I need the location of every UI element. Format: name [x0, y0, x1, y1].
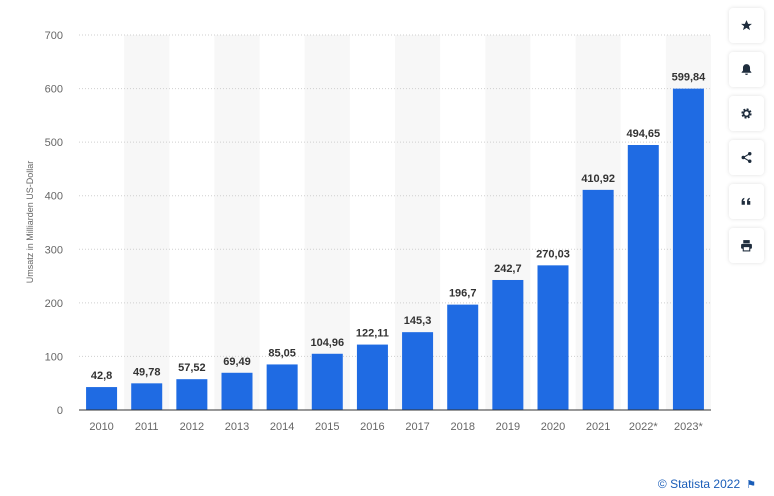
- data-label: 104,96: [310, 337, 344, 349]
- x-tick-label: 2021: [586, 421, 610, 433]
- bar[interactable]: [492, 279, 524, 410]
- data-label: 599,84: [672, 72, 707, 84]
- x-tick-label: 2011: [135, 421, 159, 433]
- x-tick-label: 2019: [496, 421, 520, 433]
- y-tick-label: 500: [45, 137, 63, 149]
- bars: [86, 88, 704, 411]
- gridlines: [79, 34, 711, 357]
- y-tick-label: 600: [45, 84, 63, 96]
- y-tick-label: 400: [45, 191, 63, 203]
- bar[interactable]: [627, 145, 659, 411]
- bar-chart: 0 100 200 300 400 500 600 700 42,8 49,78 57,52 69,…: [25, 30, 711, 433]
- data-label: 49,78: [133, 366, 161, 378]
- x-tick-label: 2013: [225, 421, 249, 433]
- x-tick-label: 2020: [541, 421, 565, 433]
- bar[interactable]: [672, 88, 704, 411]
- x-tick-label: 2018: [450, 421, 474, 433]
- settings-button[interactable]: [729, 96, 764, 131]
- x-tick-label: 2012: [180, 421, 204, 433]
- chart-toolbar: [729, 8, 765, 272]
- gear-icon: [741, 108, 752, 119]
- y-axis-ticks: 0 100 200 300 400 500 600 700: [45, 30, 63, 417]
- notification-button[interactable]: [729, 52, 764, 87]
- x-tick-label: 2015: [315, 421, 339, 433]
- share-button[interactable]: [729, 140, 764, 175]
- y-tick-label: 200: [45, 298, 63, 310]
- statista-credit[interactable]: © Statista 2022 ⚑: [658, 477, 756, 491]
- x-tick-label: 2023*: [674, 421, 703, 433]
- background-band: [124, 35, 170, 410]
- data-label: 57,52: [178, 362, 206, 374]
- data-label: 410,92: [581, 173, 615, 185]
- x-axis-ticks: 2010 2011 2012 2013 2014 2015 2016 2017 2018 2019…: [89, 421, 703, 433]
- x-tick-label: 2014: [270, 421, 294, 433]
- data-label: 270,03: [536, 248, 570, 260]
- y-tick-label: 700: [45, 30, 63, 42]
- y-tick-label: 100: [45, 351, 63, 363]
- y-tick-label: 0: [57, 405, 63, 417]
- x-tick-label: 2022*: [629, 421, 658, 433]
- data-label: 242,7: [494, 263, 522, 275]
- bar[interactable]: [537, 265, 569, 410]
- print-icon: [741, 240, 752, 252]
- background-band: [214, 35, 260, 410]
- x-tick-label: 2016: [360, 421, 384, 433]
- bar[interactable]: [402, 332, 434, 410]
- bar[interactable]: [221, 372, 253, 410]
- print-button[interactable]: [729, 228, 764, 263]
- x-tick-label: 2010: [89, 421, 113, 433]
- bar[interactable]: [311, 353, 343, 410]
- bar[interactable]: [131, 383, 163, 410]
- bell-icon: [741, 64, 752, 75]
- bar[interactable]: [86, 387, 118, 410]
- flag-icon: ⚑: [746, 479, 756, 491]
- data-label: 494,65: [626, 128, 660, 140]
- data-label: 145,3: [404, 315, 432, 327]
- x-tick-label: 2017: [405, 421, 429, 433]
- data-label: 42,8: [91, 370, 112, 382]
- y-axis-label: Umsatz in Milliarden US-Dollar: [25, 161, 35, 284]
- data-label: 69,49: [223, 356, 251, 368]
- bar[interactable]: [582, 189, 614, 410]
- data-label: 196,7: [449, 288, 477, 300]
- background-band: [304, 35, 350, 410]
- data-label: 85,05: [268, 347, 296, 359]
- bar[interactable]: [356, 344, 388, 410]
- quote-icon: [741, 197, 751, 205]
- bar[interactable]: [176, 379, 208, 410]
- value-labels: 42,8 49,78 57,52 69,49 85,05 104,96 122,11 145,…: [91, 72, 706, 382]
- bar[interactable]: [266, 364, 298, 410]
- share-icon: [741, 151, 752, 164]
- star-icon: [741, 20, 752, 31]
- y-tick-label: 300: [45, 244, 63, 256]
- bar[interactable]: [447, 304, 479, 410]
- favorite-button[interactable]: [729, 8, 764, 43]
- cite-button[interactable]: [729, 184, 764, 219]
- data-label: 122,11: [356, 328, 389, 340]
- credit-text: © Statista 2022: [657, 477, 741, 491]
